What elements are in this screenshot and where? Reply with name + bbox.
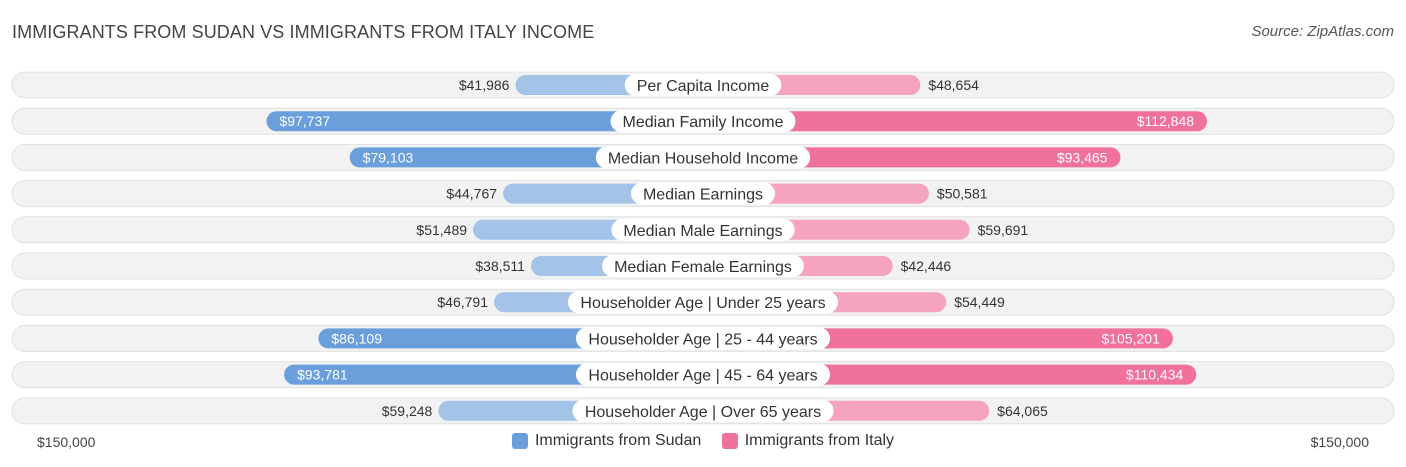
value-label-italy: $110,434 [1126,367,1184,383]
value-label-italy: $59,691 [978,222,1029,238]
category-label: Per Capita Income [637,78,770,95]
chart-row: $38,511 $42,446 Median Female Earnings [11,252,1395,280]
chart-source: Source: ZipAtlas.com [1251,23,1394,40]
value-label-italy: $93,465 [1057,149,1108,165]
chart-row: $86,109 $105,201 Householder Age | 25 - 44… [11,324,1395,352]
value-label-sudan: $41,986 [459,77,510,93]
axis-label-right: $150,000 [1310,434,1369,450]
value-label-italy: $50,581 [937,186,988,202]
value-label-sudan: $59,248 [382,403,433,419]
value-label-sudan: $79,103 [363,149,414,165]
value-label-italy: $42,446 [901,258,952,274]
category-label: Median Male Earnings [623,223,782,240]
chart-row: $51,489 $59,691 Median Male Earnings [11,216,1395,244]
legend-label-sudan: Immigrants from Sudan [534,432,702,449]
chart-legend: Immigrants from Sudan Immigrants from It… [0,432,1406,454]
legend-item-italy: Immigrants from Italy [721,432,895,450]
legend-label-italy: Immigrants from Italy [744,432,895,449]
category-label: Median Household Income [608,150,798,167]
category-pill [575,363,831,386]
value-label-sudan: $93,781 [297,367,348,383]
value-label-italy: $112,848 [1137,113,1195,129]
category-pill [602,255,804,277]
category-pill [630,182,776,205]
value-label-sudan: $51,489 [416,222,467,238]
value-label-sudan: $86,109 [331,330,382,346]
category-pill [595,146,811,169]
value-label-italy: $105,201 [1101,330,1160,346]
chart-plot-area: $41,986 $48,654 Per Capita Income $97,737 $1… [11,71,1395,425]
bar-italy [703,111,1208,132]
category-label: Householder Age | 25 - 44 years [588,331,817,348]
category-pill [572,399,834,422]
chart-row: $41,986 $48,654 Per Capita Income [11,71,1395,99]
axis-label-left: $150,000 [37,434,96,450]
category-label: Householder Age | Under 25 years [580,295,825,312]
chart-title: IMMIGRANTS FROM SUDAN VS IMMIGRANTS FROM… [12,22,595,42]
category-label: Householder Age | Over 65 years [585,404,821,421]
category-label: Median Family Income [623,114,784,131]
value-label-sudan: $97,737 [279,113,330,129]
value-label-sudan: $38,511 [475,258,525,274]
bar-sudan [266,111,703,132]
chart-row: $93,781 $110,434 Householder Age | 45 - 64… [11,361,1395,389]
value-label-italy: $64,065 [997,403,1048,419]
category-pill [610,110,796,133]
category-pill [624,74,782,96]
category-label: Median Female Earnings [614,259,792,276]
legend-swatch-sudan [511,433,528,449]
legend-item-sudan: Immigrants from Sudan [511,432,702,450]
value-label-sudan: $46,791 [437,294,488,310]
legend-swatch-italy [721,433,738,449]
value-label-italy: $54,449 [954,294,1005,310]
chart-row: $59,248 $64,065 Householder Age | Over 65 … [11,397,1395,425]
category-pill [611,218,795,241]
category-pill [575,327,831,350]
chart-row: $97,737 $112,848 Median Family Income [11,107,1395,135]
category-label: Householder Age | 45 - 64 years [588,368,817,385]
value-label-sudan: $44,767 [446,186,497,202]
category-pill [567,291,839,314]
chart-row: $44,767 $50,581 Median Earnings [11,180,1395,208]
chart-row: $46,791 $54,449 Householder Age | Under 25… [11,288,1395,316]
category-label: Median Earnings [643,187,763,204]
chart-row: $79,103 $93,465 Median Household Income [11,143,1395,171]
value-label-italy: $48,654 [928,77,979,93]
